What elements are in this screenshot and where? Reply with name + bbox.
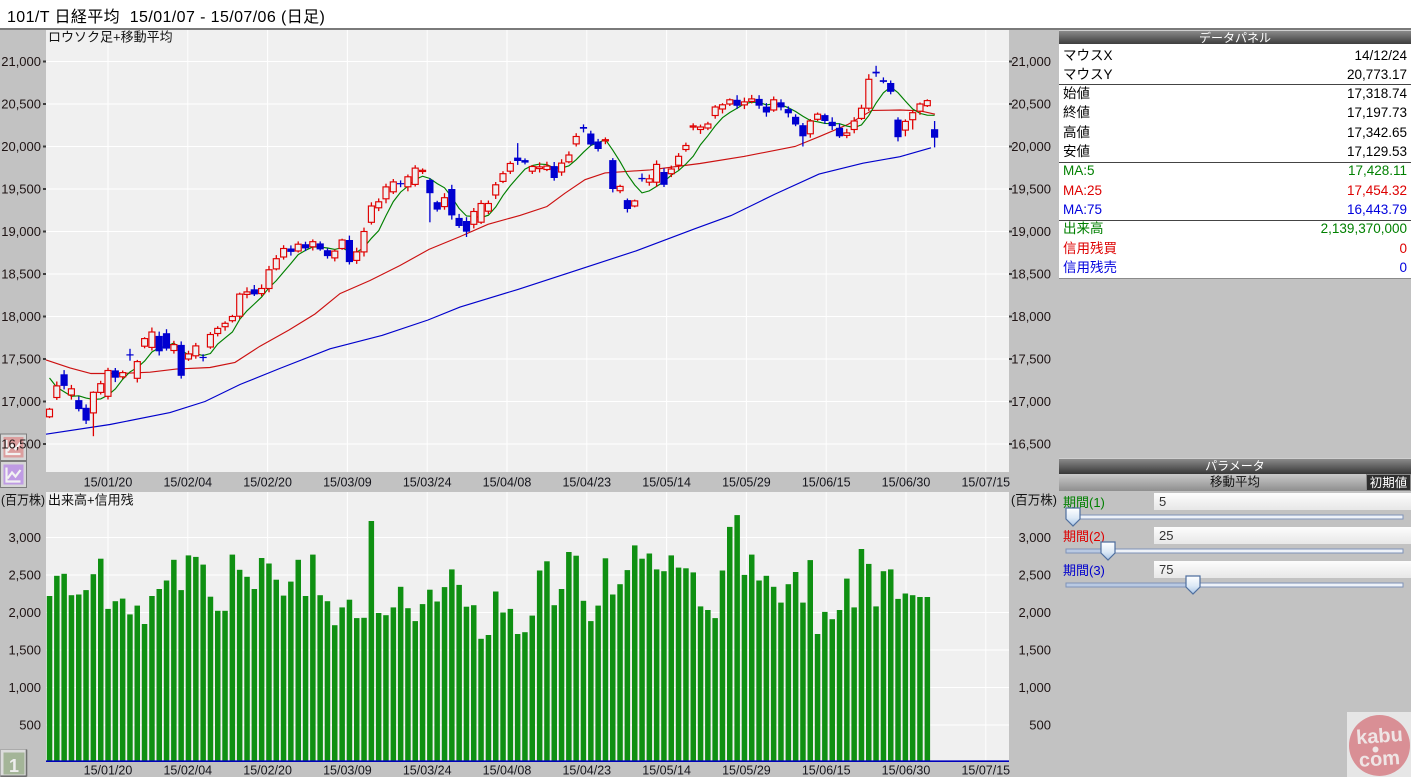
svg-text:1,500: 1,500 — [1018, 643, 1051, 658]
svg-text:(百万株): (百万株) — [1, 493, 45, 508]
svg-text:17,500: 17,500 — [1011, 352, 1051, 367]
svg-text:20,000: 20,000 — [1, 139, 41, 154]
svg-text:1,000: 1,000 — [1018, 680, 1051, 695]
svg-text:19,500: 19,500 — [1, 182, 41, 197]
svg-text:1,500: 1,500 — [8, 643, 41, 658]
svg-text:15/01/20: 15/01/20 — [84, 476, 133, 490]
svg-text:19,000: 19,000 — [1011, 224, 1051, 239]
svg-text:17,000: 17,000 — [1011, 394, 1051, 409]
svg-text:15/02/04: 15/02/04 — [163, 476, 212, 490]
svg-text:2,500: 2,500 — [8, 568, 41, 583]
svg-text:3,000: 3,000 — [1018, 530, 1051, 545]
svg-text:15/04/23: 15/04/23 — [562, 764, 611, 777]
svg-text:15/05/29: 15/05/29 — [722, 764, 771, 777]
svg-text:15/01/20: 15/01/20 — [84, 764, 133, 777]
svg-text:15/03/09: 15/03/09 — [323, 764, 372, 777]
svg-text:19,000: 19,000 — [1, 224, 41, 239]
svg-text:2,500: 2,500 — [1018, 568, 1051, 583]
svg-text:出来高+信用残: 出来高+信用残 — [48, 493, 134, 508]
svg-text:18,500: 18,500 — [1011, 267, 1051, 282]
svg-text:500: 500 — [19, 718, 41, 733]
svg-text:1,000: 1,000 — [8, 680, 41, 695]
svg-text:16,500: 16,500 — [1011, 437, 1051, 452]
svg-text:15/06/30: 15/06/30 — [882, 764, 931, 777]
svg-text:17,000: 17,000 — [1, 394, 41, 409]
svg-text:17,500: 17,500 — [1, 352, 41, 367]
svg-text:20,500: 20,500 — [1011, 97, 1051, 112]
svg-text:18,000: 18,000 — [1011, 309, 1051, 324]
svg-text:kabu: kabu — [1355, 724, 1403, 749]
svg-text:15/02/04: 15/02/04 — [163, 764, 212, 777]
svg-text:16,500: 16,500 — [1, 437, 41, 452]
svg-text:15/02/20: 15/02/20 — [243, 476, 292, 490]
svg-text:15/03/24: 15/03/24 — [403, 476, 452, 490]
svg-text:ロウソク足+移動平均: ロウソク足+移動平均 — [48, 30, 173, 45]
svg-text:15/04/23: 15/04/23 — [562, 476, 611, 490]
svg-text:(百万株): (百万株) — [1011, 493, 1057, 508]
svg-text:15/02/20: 15/02/20 — [243, 764, 292, 777]
svg-text:15/04/08: 15/04/08 — [483, 476, 532, 490]
svg-text:1: 1 — [9, 756, 19, 776]
svg-text:15/03/09: 15/03/09 — [323, 476, 372, 490]
svg-text:15/07/15: 15/07/15 — [961, 476, 1010, 490]
svg-text:15/03/24: 15/03/24 — [403, 764, 452, 777]
svg-text:18,500: 18,500 — [1, 267, 41, 282]
svg-text:2,000: 2,000 — [8, 605, 41, 620]
svg-text:15/05/14: 15/05/14 — [642, 764, 691, 777]
svg-text:15/05/29: 15/05/29 — [722, 476, 771, 490]
svg-text:com: com — [1358, 747, 1401, 772]
svg-text:19,500: 19,500 — [1011, 182, 1051, 197]
svg-text:21,000: 21,000 — [1, 54, 41, 69]
svg-text:15/06/30: 15/06/30 — [882, 476, 931, 490]
svg-text:15/04/08: 15/04/08 — [483, 764, 532, 777]
svg-text:21,000: 21,000 — [1011, 54, 1051, 69]
svg-text:20,500: 20,500 — [1, 97, 41, 112]
svg-text:2,000: 2,000 — [1018, 605, 1051, 620]
svg-text:15/06/15: 15/06/15 — [802, 764, 851, 777]
svg-text:500: 500 — [1029, 718, 1051, 733]
svg-text:20,000: 20,000 — [1011, 139, 1051, 154]
svg-text:15/05/14: 15/05/14 — [642, 476, 691, 490]
svg-text:18,000: 18,000 — [1, 309, 41, 324]
svg-text:3,000: 3,000 — [8, 530, 41, 545]
svg-text:15/06/15: 15/06/15 — [802, 476, 851, 490]
svg-text:15/07/15: 15/07/15 — [961, 764, 1010, 777]
